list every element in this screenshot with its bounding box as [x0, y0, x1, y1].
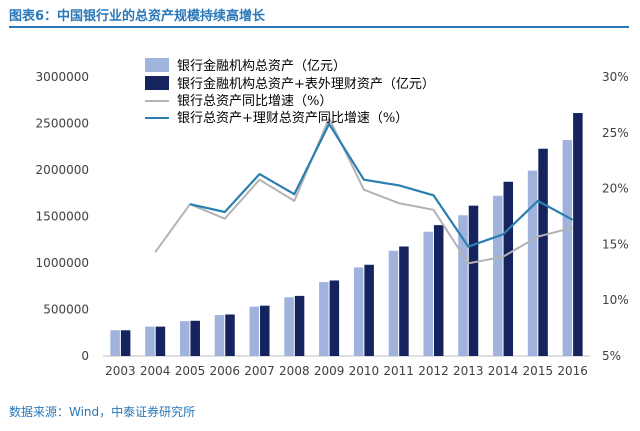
bar-total-assets	[214, 315, 225, 356]
x-tick-label: 2009	[314, 364, 345, 378]
y-tick-label: 2000000	[36, 163, 89, 177]
y-tick-label: 1000000	[36, 256, 89, 270]
bar-total-assets-plus-wmp	[538, 148, 548, 356]
y-tick-label: 3000000	[36, 70, 89, 84]
x-tick-label: 2006	[209, 364, 240, 378]
y2-tick-label: 5%	[602, 349, 621, 363]
bar-total-assets-plus-wmp	[120, 330, 131, 356]
x-tick-label: 2011	[383, 364, 414, 378]
bar-total-assets-plus-wmp	[503, 181, 514, 356]
bar-total-assets	[110, 330, 120, 356]
y-tick-label: 2500000	[36, 117, 89, 131]
bar-total-assets-plus-wmp	[294, 295, 305, 356]
bar-total-assets	[249, 306, 260, 356]
y2-tick-label: 25%	[602, 126, 629, 140]
x-tick-label: 2016	[557, 364, 588, 378]
bar-total-assets-plus-wmp	[260, 305, 270, 356]
y2-tick-label: 15%	[602, 237, 629, 251]
bar-total-assets-plus-wmp	[190, 320, 200, 356]
x-tick-label: 2014	[488, 364, 519, 378]
bar-total-assets	[493, 195, 503, 356]
x-tick-label: 2007	[244, 364, 275, 378]
bar-total-assets-plus-wmp	[573, 113, 583, 357]
y2-tick-label: 20%	[602, 182, 629, 196]
y-tick-label: 0	[81, 349, 89, 363]
bar-total-assets	[145, 326, 155, 356]
bar-total-assets	[562, 140, 573, 356]
bar-total-assets-plus-wmp	[155, 326, 166, 356]
bar-total-assets	[353, 267, 364, 356]
line-asset-growth	[154, 117, 573, 265]
legend-swatch	[145, 76, 169, 90]
x-tick-label: 2012	[418, 364, 449, 378]
legend-swatch	[145, 58, 169, 72]
bar-total-assets	[458, 215, 468, 356]
y-tick-label: 1500000	[36, 210, 89, 224]
legend-label: 银行总资产+理财总资产同比增速（%）	[177, 111, 408, 126]
legend-label: 银行总资产同比增速（%）	[177, 94, 332, 109]
bar-total-assets	[284, 297, 294, 356]
y2-tick-label: 30%	[602, 70, 629, 84]
bar-total-assets-plus-wmp	[364, 264, 374, 356]
x-tick-label: 2015	[523, 364, 554, 378]
bar-total-assets-plus-wmp	[225, 314, 235, 356]
bar-total-assets	[179, 321, 190, 356]
y-tick-label: 500000	[43, 303, 89, 317]
bar-total-assets-plus-wmp	[433, 225, 444, 356]
x-tick-label: 2003	[105, 364, 136, 378]
bar-total-assets-plus-wmp	[329, 280, 340, 356]
line-asset-plus-wmp-growth	[189, 122, 574, 248]
source-note: 数据来源：Wind，中泰证券研究所	[9, 405, 196, 419]
x-tick-label: 2004	[140, 364, 171, 378]
bar-total-assets	[527, 170, 538, 356]
bar-total-assets	[319, 282, 329, 356]
y2-tick-label: 10%	[602, 293, 629, 307]
x-tick-label: 2008	[279, 364, 310, 378]
bar-total-assets	[388, 250, 399, 356]
legend-label: 银行金融机构总资产+表外理财资产（亿元）	[177, 76, 435, 92]
x-tick-label: 2005	[175, 364, 206, 378]
bar-total-assets-plus-wmp	[399, 246, 409, 356]
bar-total-assets	[423, 231, 433, 356]
x-tick-label: 2013	[453, 364, 484, 378]
legend-label: 银行金融机构总资产（亿元）	[177, 58, 346, 74]
x-tick-label: 2010	[349, 364, 380, 378]
bar-total-assets-plus-wmp	[468, 205, 479, 356]
chart-title: 图表6：中国银行业的总资产规模持续高增长	[9, 9, 266, 24]
title-rule	[9, 26, 629, 28]
